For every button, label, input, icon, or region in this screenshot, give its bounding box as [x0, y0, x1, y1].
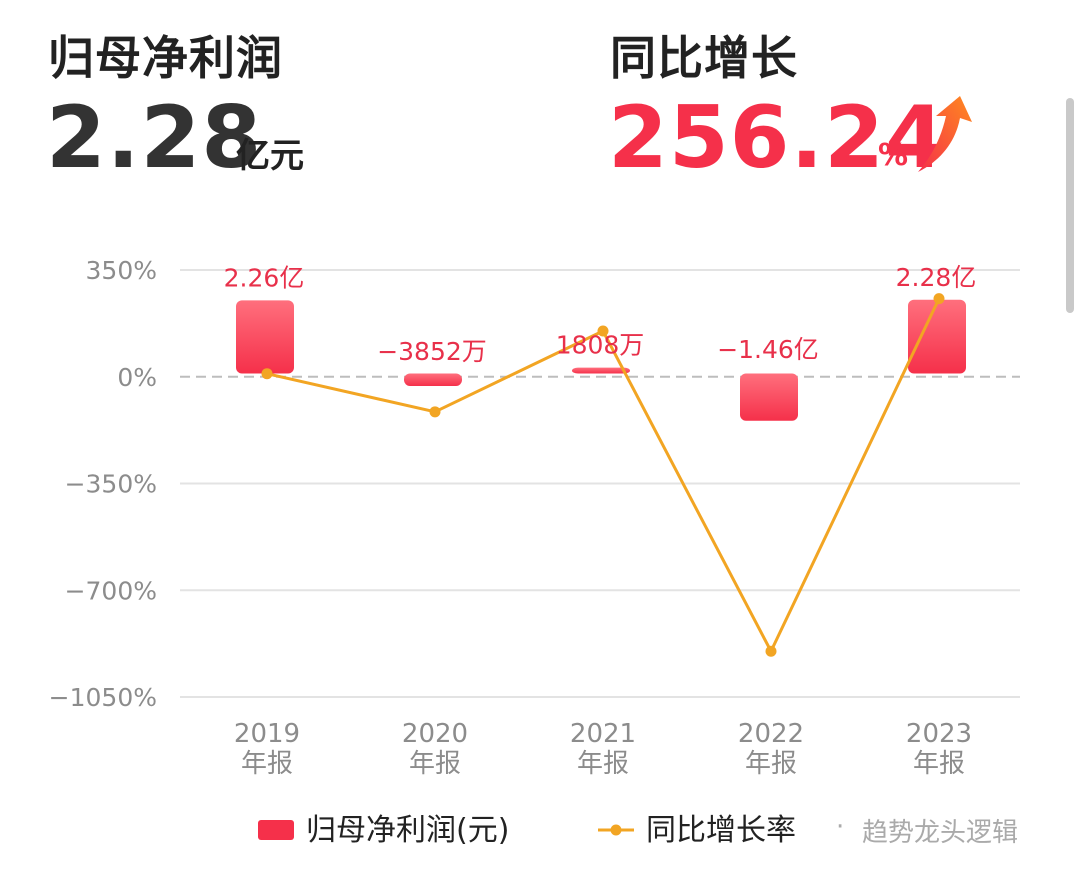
legend-bar-swatch	[258, 820, 294, 840]
x-tick-label: 2023 年报	[906, 719, 972, 779]
x-tick-label: 2019 年报	[234, 719, 300, 779]
x-tick-label: 2020 年报	[402, 719, 468, 779]
growth-point	[261, 368, 273, 380]
y-tick-label: −1050%	[49, 683, 157, 712]
net-profit-title: 归母净利润	[48, 31, 283, 85]
growth-point	[597, 325, 609, 337]
net-profit-value: 2.28	[46, 88, 263, 188]
y-axis-ticks: 350% 0% −350% −700% −1050%	[49, 256, 157, 712]
y-tick-label: 0%	[117, 363, 157, 392]
net-profit-unit: 亿元	[236, 136, 304, 176]
bar-data-label: 1808万	[556, 331, 645, 360]
bar-data-label: 2.28亿	[896, 263, 977, 292]
x-axis-ticks: 2019 年报 2020 年报 2021 年报 2022 年报 2023 年报	[234, 719, 972, 779]
legend: 归母净利润(元) 同比增长率	[258, 813, 796, 848]
x-tick-label: 2021 年报	[570, 719, 636, 779]
y-tick-label: −350%	[65, 470, 157, 499]
profit-bar	[572, 367, 630, 374]
y-tick-label: 350%	[86, 256, 157, 285]
legend-line-label: 同比增长率	[646, 813, 796, 848]
legend-line-marker	[610, 824, 622, 836]
profit-bar	[236, 300, 294, 374]
legend-bar-label: 归母净利润(元)	[306, 813, 509, 848]
yoy-growth-unit: %	[878, 138, 909, 173]
bar-data-label: −3852万	[377, 337, 487, 366]
line-series	[261, 293, 945, 657]
bar-data-label: −1.46亿	[717, 335, 819, 364]
bar-data-label: 2.26亿	[224, 263, 305, 292]
watermark: 趋势龙头逻辑	[862, 818, 1019, 848]
growth-point	[933, 293, 945, 305]
grid-lines	[180, 269, 1020, 698]
y-tick-label: −700%	[65, 576, 157, 605]
scrollbar[interactable]	[1066, 98, 1074, 313]
profit-bar	[740, 373, 798, 421]
yoy-growth-value: 256.24	[608, 88, 946, 188]
profit-bar	[404, 373, 462, 386]
watermark-dot: ·	[836, 812, 845, 842]
bar-data-labels: 2.26亿 −3852万 1808万 −1.46亿 2.28亿	[224, 263, 977, 366]
growth-point	[765, 645, 777, 657]
x-tick-label: 2022 年报	[738, 719, 804, 779]
profit-bar	[908, 299, 966, 374]
bar-series	[236, 299, 966, 421]
up-arrow-icon	[918, 96, 972, 172]
yoy-growth-title: 同比增长	[610, 31, 798, 85]
growth-point	[429, 406, 441, 418]
